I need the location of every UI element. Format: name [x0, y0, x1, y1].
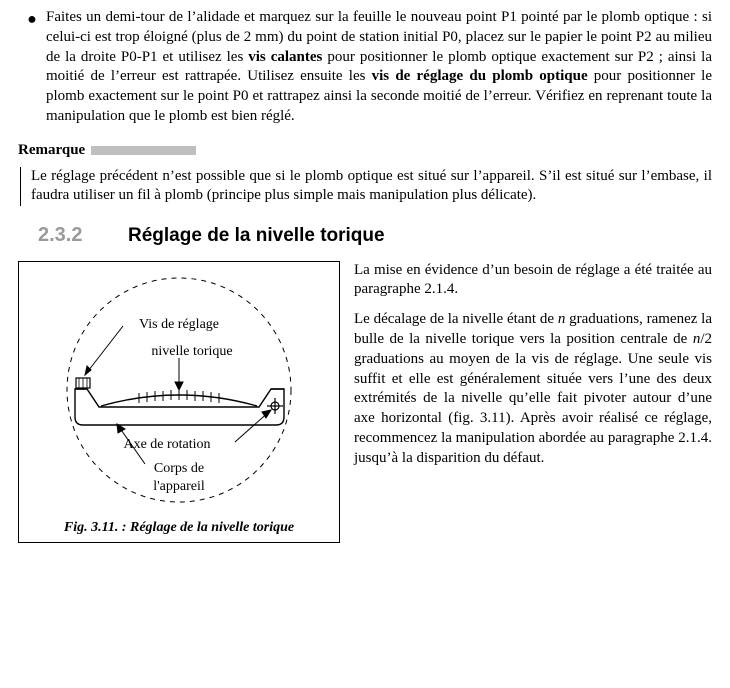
figure-label-4b: l'appareil	[153, 479, 205, 494]
right-column: La mise en évidence d’un besoin de régla…	[354, 261, 712, 479]
bullet-marker: ●	[18, 8, 46, 29]
rp2-a: Le décalage de la nivelle étant de	[354, 311, 558, 327]
right-paragraph-1: La mise en évidence d’un besoin de régla…	[354, 261, 712, 301]
section-title: Réglage de la nivelle torique	[128, 223, 385, 248]
figure-box: Vis de réglage nivelle torique Axe de ro…	[18, 261, 340, 543]
figure-label-4a: Corps de	[153, 461, 203, 476]
figure-caption: Fig. 3.11. : Réglage de la nivelle toriq…	[25, 519, 333, 537]
figure-label-3: Axe de rotation	[123, 437, 210, 452]
bullet-item: ● Faites un demi-tour de l’alidade et ma…	[18, 8, 712, 127]
bullet-bold2: vis de réglage du plomb optique	[372, 68, 588, 84]
figure-and-text: Vis de réglage nivelle torique Axe de ro…	[18, 261, 712, 543]
figure-label-1: Vis de réglage	[138, 317, 218, 332]
figure-label-2: nivelle torique	[151, 344, 232, 359]
page: ● Faites un demi-tour de l’alidade et ma…	[0, 0, 730, 557]
rp2-c: /2 graduations au moyen de la vis de rég…	[354, 331, 712, 466]
section-number: 2.3.2	[18, 222, 128, 248]
remark-body: Le réglage précédent n’est possible que …	[20, 167, 712, 207]
bullet-text: Faites un demi-tour de l’alidade et marq…	[46, 8, 712, 127]
remark-bar	[91, 146, 196, 155]
remark-header: Remarque	[18, 141, 712, 161]
figure-svg: Vis de réglage nivelle torique Axe de ro…	[27, 272, 332, 507]
bullet-bold1: vis calantes	[248, 49, 322, 65]
remark-title: Remarque	[18, 141, 85, 161]
section-heading: 2.3.2 Réglage de la nivelle torique	[18, 222, 712, 248]
right-paragraph-2: Le décalage de la nivelle étant de n gra…	[354, 310, 712, 468]
